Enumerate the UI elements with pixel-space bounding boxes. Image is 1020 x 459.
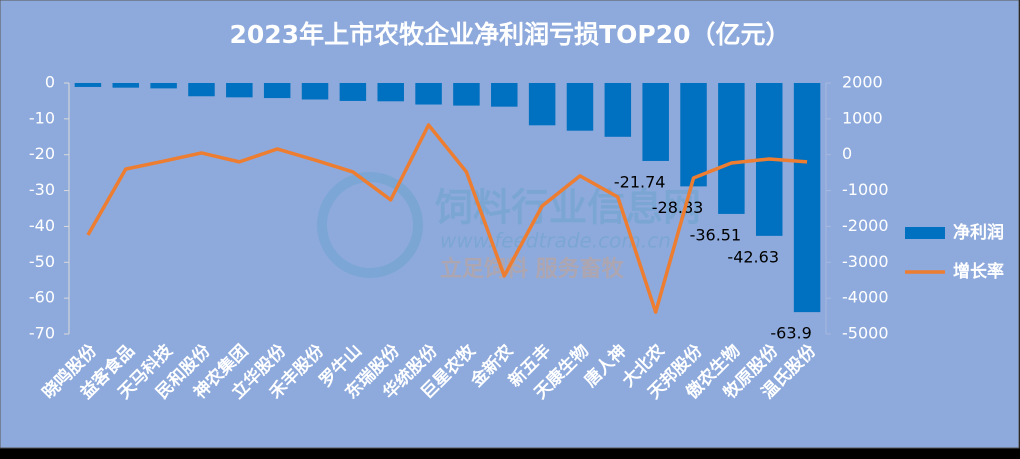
y-tick-label: -30	[29, 180, 55, 199]
y2-tick-label: -2000	[842, 216, 889, 235]
bar	[263, 83, 291, 99]
watermark-text: 立足饲料 服务畜牧	[440, 256, 625, 282]
bar	[491, 83, 518, 107]
line	[86, 123, 808, 314]
y-tick-label: 0	[45, 73, 55, 92]
bar	[642, 83, 669, 161]
bar	[453, 83, 480, 106]
y2-tick-label: 2000	[842, 73, 883, 92]
chart-title: 2023年上市农牧企业净利润亏损TOP20（亿元）	[230, 20, 791, 49]
bar	[112, 83, 140, 88]
y-tick-label: -70	[29, 324, 55, 343]
chart-background	[0, 0, 1020, 449]
legend-label: 净利润	[953, 222, 1004, 243]
bar	[604, 83, 632, 137]
bar	[339, 83, 367, 101]
y2-tick-label: -3000	[842, 252, 889, 271]
y2-tick-label: -5000	[842, 324, 889, 343]
bar	[793, 83, 821, 313]
bar	[150, 83, 177, 89]
bar	[415, 83, 442, 105]
legend-swatch	[905, 227, 945, 239]
bar	[74, 83, 102, 87]
bar	[718, 83, 745, 214]
bar	[377, 83, 404, 102]
bar	[528, 83, 556, 126]
y-tick-label: -50	[29, 252, 55, 271]
y2-tick-label: 1000	[842, 108, 883, 127]
bar	[188, 83, 215, 97]
bar	[566, 83, 594, 131]
y-tick-label: -60	[29, 288, 55, 307]
watermark-logo	[317, 172, 423, 278]
y-tick-label: -40	[29, 216, 55, 235]
data-label: -42.63	[727, 247, 779, 266]
y2-tick-label: -1000	[842, 180, 889, 199]
bar	[226, 83, 253, 98]
y2-tick-label: -4000	[842, 288, 889, 307]
data-label: -36.51	[690, 225, 742, 244]
data-label: -21.74	[614, 172, 666, 191]
data-label: -28.83	[652, 198, 704, 217]
y-tick-label: -20	[29, 144, 55, 163]
y-tick-label: -10	[29, 108, 55, 127]
y2-tick-label: 0	[842, 144, 852, 163]
bar	[680, 83, 707, 187]
bar	[301, 83, 329, 100]
data-label: -63.9	[770, 324, 811, 343]
legend-label: 增长率	[953, 261, 1004, 282]
